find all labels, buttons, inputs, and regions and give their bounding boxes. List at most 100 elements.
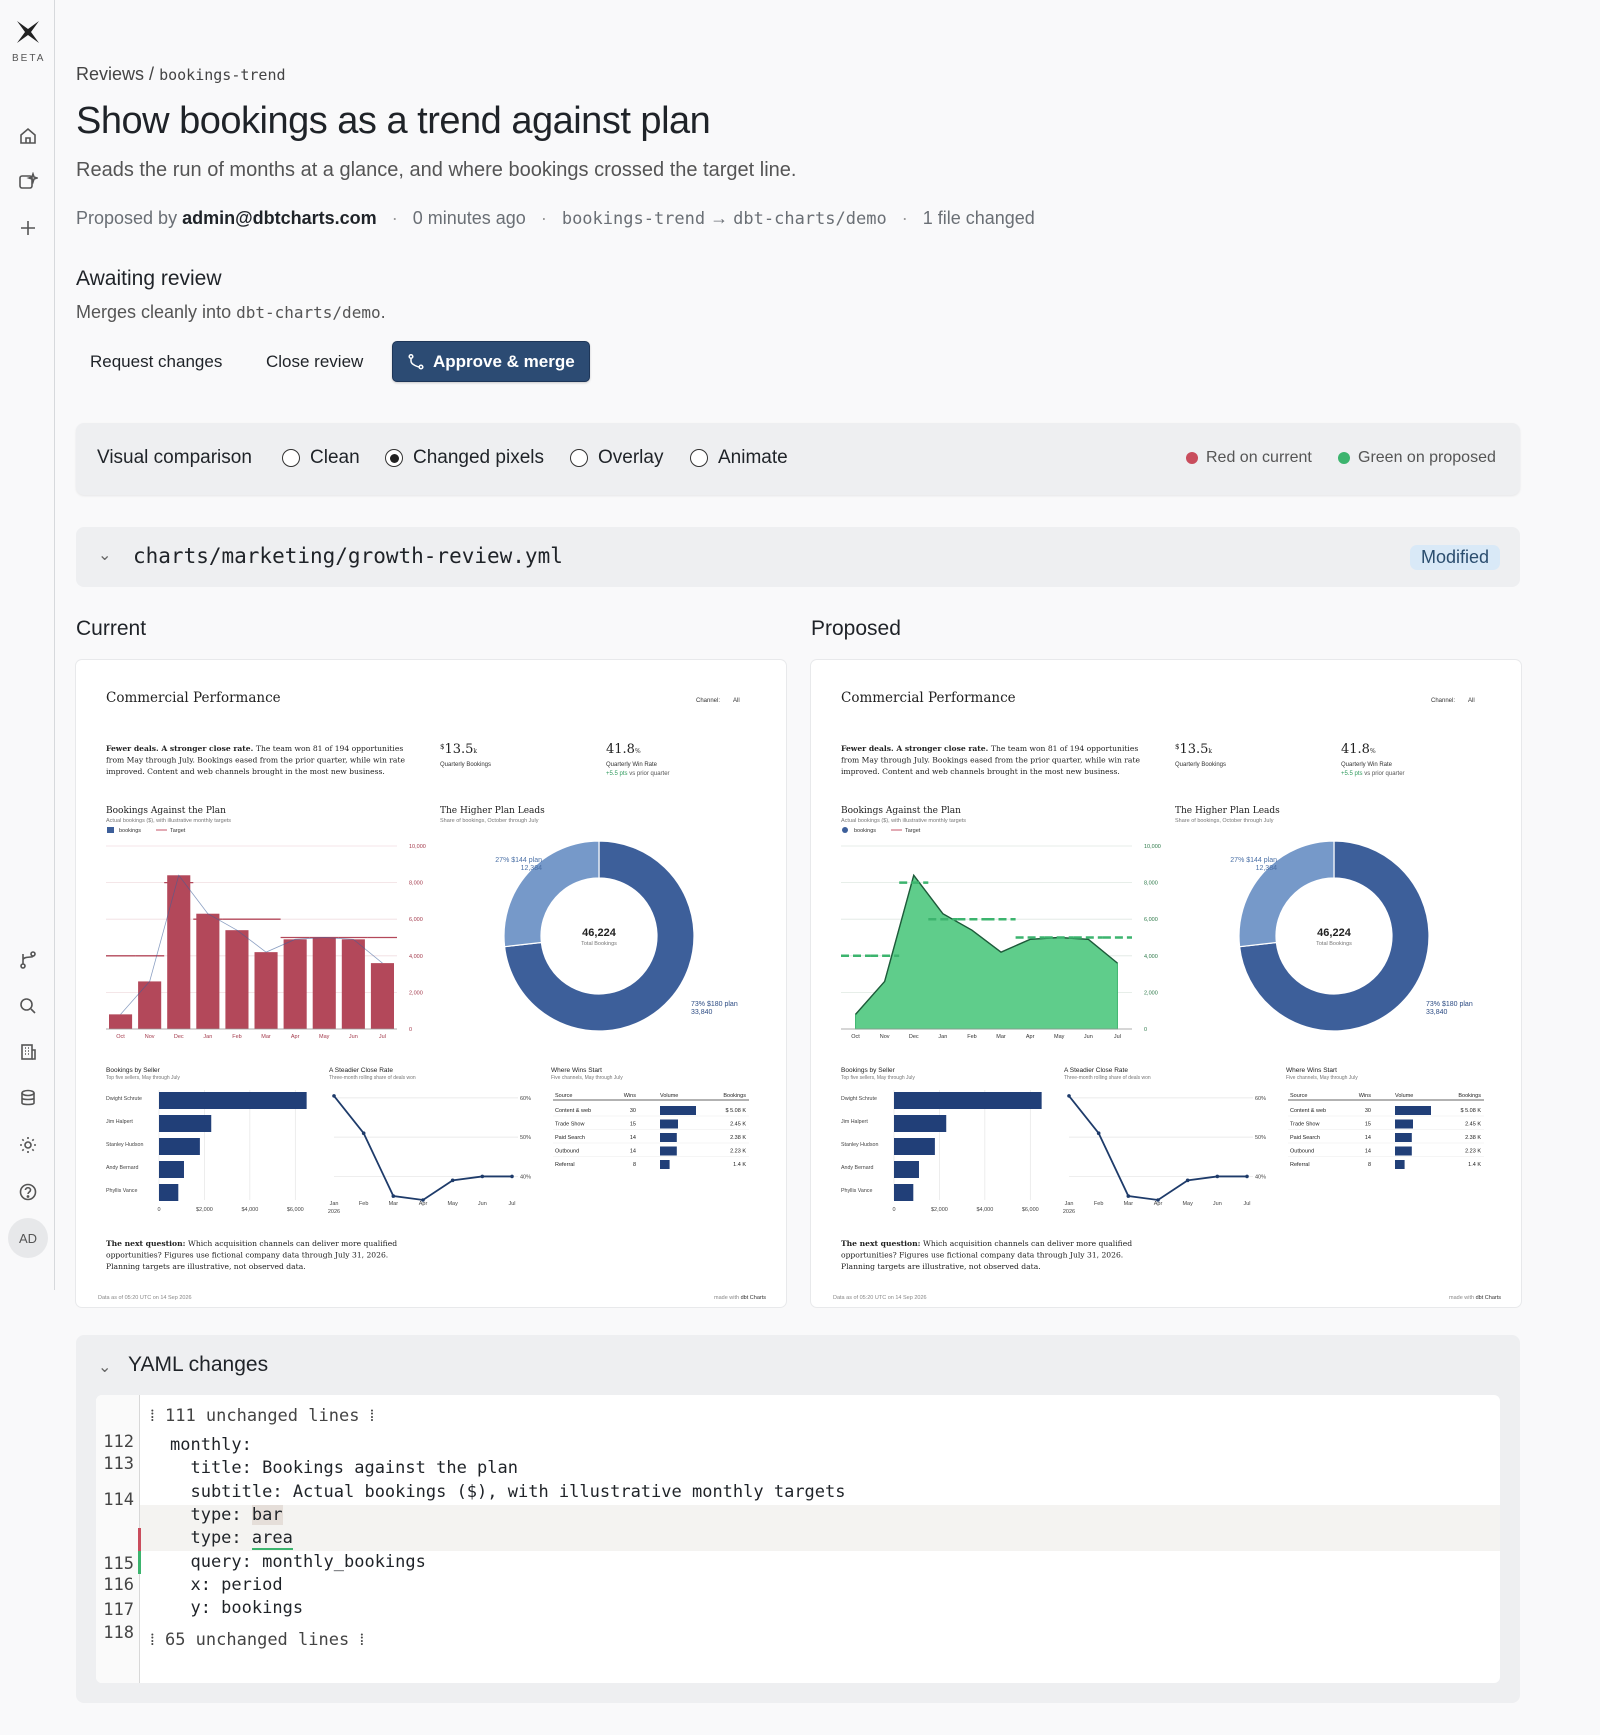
x-tick-year: 2026 bbox=[1063, 1209, 1075, 1215]
donut-value-big: 33,840 bbox=[1426, 1009, 1448, 1016]
table-cell-source: Trade Show bbox=[555, 1122, 584, 1128]
table-cell-wins: 30 bbox=[1365, 1108, 1371, 1114]
database-icon[interactable] bbox=[16, 1086, 40, 1110]
chevron-down-icon[interactable]: ⌄ bbox=[98, 1359, 112, 1376]
table-cell-source: Referral bbox=[1290, 1162, 1310, 1168]
request-changes-button[interactable]: Request changes bbox=[90, 351, 223, 371]
table-cell-bookings: 1.4 K bbox=[1468, 1162, 1481, 1168]
radio-clean[interactable]: Clean bbox=[282, 447, 360, 469]
x-tick-label: Jul bbox=[508, 1201, 515, 1207]
help-icon[interactable] bbox=[16, 1180, 40, 1204]
table-cell-bookings: 2.38 K bbox=[730, 1135, 746, 1141]
closerate-point bbox=[1067, 1094, 1071, 1098]
legend-red: Red on current bbox=[1186, 449, 1312, 467]
added-token: area bbox=[251, 1528, 293, 1551]
seller-name: Dwight Schrute bbox=[106, 1096, 142, 1102]
file-header[interactable]: ⌄ charts/marketing/growth-review.yml Mod… bbox=[76, 527, 1520, 587]
file-path: charts/marketing/growth-review.yml bbox=[133, 544, 563, 568]
yaml-changes-section: ⌄ YAML changes 112 113 114 115 116 117 118 ⁞ 1… bbox=[76, 1335, 1520, 1703]
legend-label-bookings: bookings bbox=[119, 828, 141, 834]
merge-prefix: Merges cleanly into bbox=[76, 302, 232, 322]
x-tick-label: Jun bbox=[1084, 1034, 1093, 1040]
channel-label: Channel: bbox=[696, 698, 720, 704]
table-header: Volume bbox=[1395, 1093, 1413, 1099]
line-number: 116 bbox=[103, 1575, 134, 1595]
seller-name: Stanley Hudson bbox=[106, 1142, 143, 1148]
x-tick-label: Jul bbox=[1114, 1034, 1121, 1040]
plus-icon[interactable] bbox=[16, 216, 40, 240]
y-tick-label: 50% bbox=[520, 1135, 531, 1141]
kpi-winrate-label: Quarterly Win Rate bbox=[606, 762, 658, 768]
visual-comparison-bar: Visual comparison Clean Changed pixels O… bbox=[76, 423, 1520, 495]
kpi-winrate-delta: +5.5 pts vs prior quarter bbox=[606, 771, 670, 777]
home-icon[interactable] bbox=[16, 124, 40, 148]
building-icon[interactable] bbox=[16, 1040, 40, 1064]
bookings-bar-Oct bbox=[109, 1014, 133, 1029]
x-tick-label: $6,000 bbox=[1022, 1207, 1039, 1213]
x-tick-label: Jul bbox=[379, 1034, 386, 1040]
unchanged-top[interactable]: ⁞ 111 unchanged lines ⁞ bbox=[150, 1406, 375, 1426]
closerate-point bbox=[1126, 1194, 1131, 1198]
kpi-winrate-delta: +5.5 pts vs prior quarter bbox=[1341, 771, 1405, 777]
table-cell-source: Trade Show bbox=[1290, 1122, 1319, 1128]
bookings-bar-Jan bbox=[196, 913, 220, 1029]
breadcrumb-separator: / bbox=[149, 64, 155, 84]
table-cell-bookings: 2.45 K bbox=[730, 1122, 746, 1128]
table-cell-source: Content & web bbox=[1290, 1108, 1326, 1114]
ai-sparkle-icon[interactable] bbox=[16, 170, 40, 194]
seller-subtitle: Top five sellers, May through July bbox=[106, 1075, 180, 1081]
modified-badge: Modified bbox=[1409, 545, 1500, 570]
x-tick-label: $2,000 bbox=[196, 1207, 213, 1213]
seller-bar bbox=[894, 1138, 935, 1155]
donut-subtitle: Share of bookings, October through July bbox=[1175, 818, 1274, 824]
x-tick-label: Mar bbox=[261, 1034, 271, 1040]
seller-bar bbox=[894, 1184, 914, 1201]
merge-target: dbt-charts/demo bbox=[236, 303, 381, 322]
x-tick-label: Mar bbox=[1124, 1201, 1134, 1207]
radio-changed-pixels[interactable]: Changed pixels bbox=[385, 447, 544, 469]
chevron-down-icon[interactable]: ⌄ bbox=[98, 547, 112, 564]
donut-center-value: 46,224 bbox=[582, 927, 617, 939]
x-tick-label: 0 bbox=[892, 1207, 895, 1213]
unchanged-bottom[interactable]: ⁞ 65 unchanged lines ⁞ bbox=[150, 1630, 365, 1650]
page-title: Show bookings as a trend against plan bbox=[76, 100, 711, 142]
line-number: 114 bbox=[103, 1490, 134, 1510]
closerate-point bbox=[480, 1174, 485, 1179]
wins-title: Where Wins Start bbox=[1286, 1067, 1337, 1074]
donut-center-label: Total Bookings bbox=[1316, 941, 1352, 947]
table-cell-wins: 8 bbox=[633, 1162, 636, 1168]
dashboard-title: Commercial Performance bbox=[841, 690, 1016, 706]
intro-text: Fewer deals. A stronger close rate. The … bbox=[106, 744, 407, 776]
seller-subtitle: Top five sellers, May through July bbox=[841, 1075, 915, 1081]
gear-icon[interactable] bbox=[16, 1133, 40, 1157]
seller-bar bbox=[159, 1184, 179, 1201]
channel-value: All bbox=[733, 698, 740, 704]
dashboard-svg: Commercial Performance Channel: All Fewer d… bbox=[833, 690, 1501, 1301]
search-icon[interactable] bbox=[16, 994, 40, 1018]
code-line-context: x: period bbox=[170, 1574, 283, 1595]
code-line-removed: type: bar bbox=[170, 1504, 283, 1525]
donut-label-big: 73% $180 plan bbox=[691, 1001, 738, 1008]
radio-animate[interactable]: Animate bbox=[690, 447, 788, 469]
y-tick-label: 40% bbox=[520, 1174, 531, 1180]
target-branch: dbt-charts/demo bbox=[733, 209, 887, 229]
x-tick-label: Apr bbox=[291, 1034, 300, 1040]
table-volume-bar bbox=[1395, 1119, 1413, 1129]
diff-change-bg bbox=[140, 1505, 1500, 1551]
app-logo[interactable]: BETA bbox=[12, 18, 44, 64]
avatar[interactable]: AD bbox=[8, 1218, 48, 1258]
bookings-bar-Feb bbox=[225, 930, 249, 1029]
approve-merge-button[interactable]: Approve & merge bbox=[392, 341, 590, 382]
branch-icon[interactable] bbox=[16, 948, 40, 972]
proposed-by-label: Proposed by bbox=[76, 208, 178, 228]
footer-question: The next question: Which acquisition cha… bbox=[841, 1239, 1134, 1271]
breadcrumb-root-link[interactable]: Reviews bbox=[76, 64, 145, 84]
x-tick-label: $4,000 bbox=[241, 1207, 258, 1213]
wins-subtitle: Five channels, May through July bbox=[1286, 1075, 1358, 1081]
close-review-button[interactable]: Close review bbox=[266, 351, 364, 371]
table-cell-wins: 8 bbox=[1368, 1162, 1371, 1168]
made-with: made with dbt Charts bbox=[1449, 1295, 1501, 1301]
donut-slice-0 bbox=[503, 840, 695, 1032]
code-line-context: query: monthly_bookings bbox=[170, 1551, 426, 1572]
radio-overlay[interactable]: Overlay bbox=[570, 447, 663, 469]
